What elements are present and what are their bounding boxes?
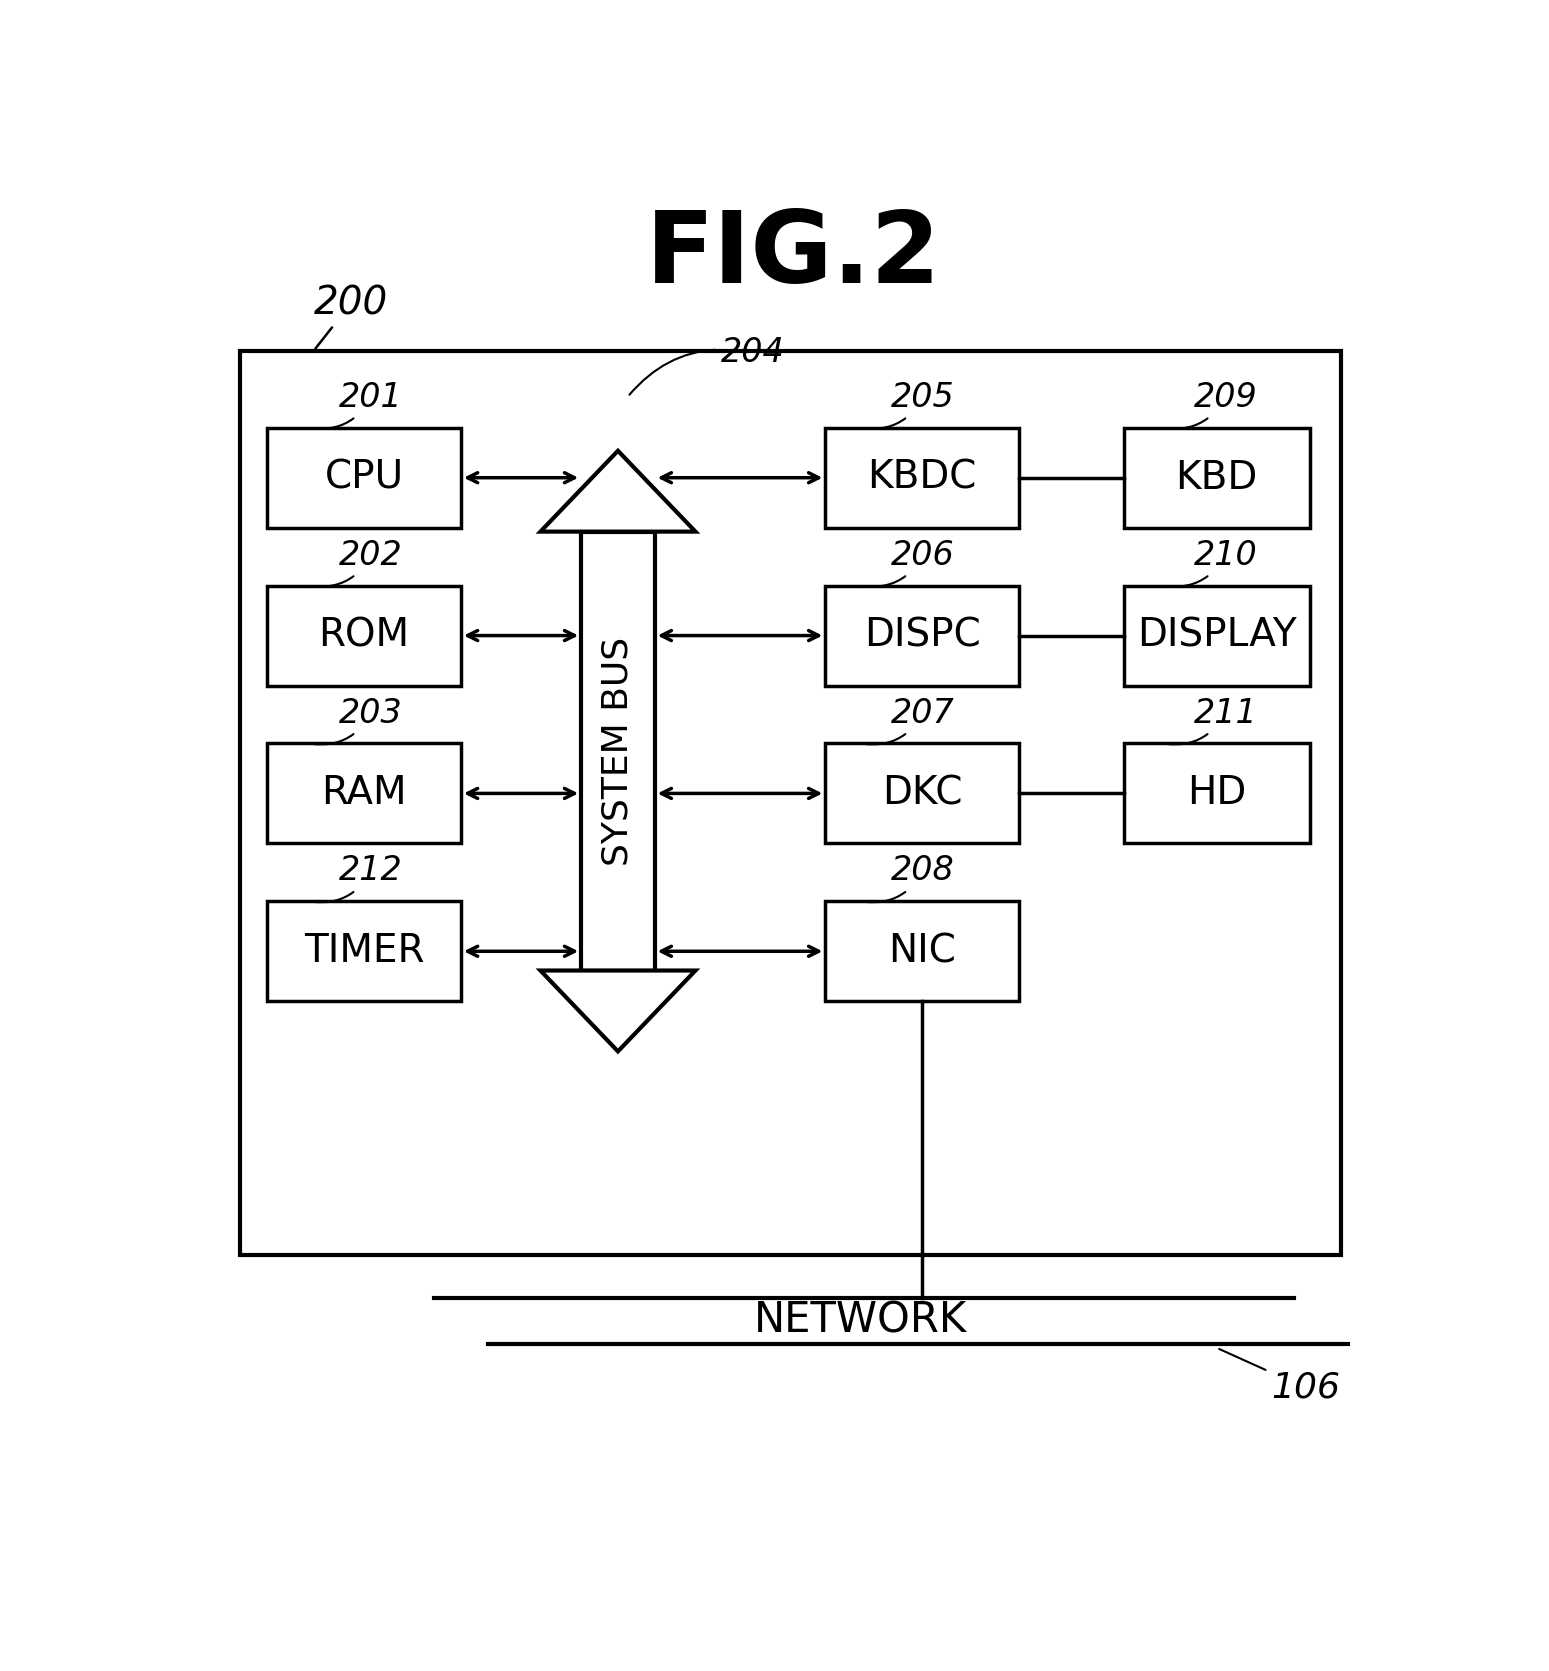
Bar bbox=[826, 585, 1019, 685]
Text: FIG.2: FIG.2 bbox=[646, 207, 942, 304]
Text: 106: 106 bbox=[1219, 1348, 1340, 1405]
Bar bbox=[1123, 428, 1309, 528]
Bar bbox=[581, 531, 655, 971]
Bar bbox=[1123, 744, 1309, 844]
Text: DKC: DKC bbox=[881, 774, 962, 812]
Text: 208: 208 bbox=[863, 854, 954, 902]
Bar bbox=[1123, 585, 1309, 685]
Bar bbox=[240, 351, 1340, 1255]
Text: 207: 207 bbox=[863, 697, 954, 745]
Text: 204: 204 bbox=[629, 336, 784, 394]
Text: 209: 209 bbox=[1165, 381, 1258, 429]
Bar bbox=[268, 744, 462, 844]
Bar bbox=[826, 901, 1019, 1001]
Text: ROM: ROM bbox=[319, 617, 409, 655]
Text: 202: 202 bbox=[311, 538, 403, 587]
Text: 212: 212 bbox=[311, 854, 403, 902]
Text: KBDC: KBDC bbox=[867, 460, 977, 496]
Text: 211: 211 bbox=[1165, 697, 1258, 745]
Text: 200: 200 bbox=[314, 284, 387, 349]
Text: NIC: NIC bbox=[888, 932, 956, 971]
Text: 205: 205 bbox=[863, 381, 954, 429]
Text: 210: 210 bbox=[1165, 538, 1258, 587]
Text: DISPLAY: DISPLAY bbox=[1137, 617, 1297, 655]
Bar bbox=[268, 585, 462, 685]
Text: DISPC: DISPC bbox=[864, 617, 981, 655]
Text: 203: 203 bbox=[311, 697, 403, 745]
Text: CPU: CPU bbox=[325, 460, 404, 496]
Text: NETWORK: NETWORK bbox=[753, 1300, 967, 1342]
Bar bbox=[826, 428, 1019, 528]
Text: TIMER: TIMER bbox=[304, 932, 424, 971]
Text: RAM: RAM bbox=[321, 774, 407, 812]
Text: 206: 206 bbox=[863, 538, 954, 587]
Bar bbox=[826, 744, 1019, 844]
Polygon shape bbox=[541, 451, 696, 531]
Text: SYSTEM BUS: SYSTEM BUS bbox=[601, 637, 635, 866]
Polygon shape bbox=[541, 971, 696, 1051]
Text: KBD: KBD bbox=[1176, 460, 1258, 496]
Bar bbox=[268, 428, 462, 528]
Bar bbox=[268, 901, 462, 1001]
Text: HD: HD bbox=[1187, 774, 1247, 812]
Text: 201: 201 bbox=[311, 381, 403, 429]
